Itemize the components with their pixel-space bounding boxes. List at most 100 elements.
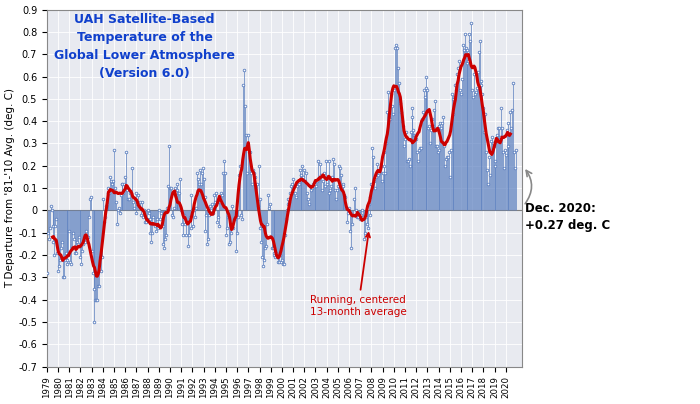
Point [71,238,83,245]
Point [372,172,384,178]
Point [354,209,365,216]
Point [270,254,281,261]
Point [407,105,418,111]
Point [176,207,187,214]
Point [69,250,80,256]
Point [91,297,102,303]
Point [113,205,125,211]
Point [465,38,476,44]
Point [49,252,60,258]
Point [428,122,439,129]
Point [201,212,212,218]
Point [402,158,414,164]
Point [349,185,360,191]
Point [275,259,286,265]
Point [500,152,511,158]
Point [246,169,257,176]
Point [256,238,267,245]
Point [123,196,134,202]
Y-axis label: T Departure from '81-'10 Avg. (deg. C): T Departure from '81-'10 Avg. (deg. C) [6,88,15,288]
Point [102,185,113,191]
Point [430,143,442,149]
Point [202,241,213,247]
Point [409,131,420,138]
Point [369,178,380,185]
Point [253,162,264,169]
Point [486,134,497,140]
Point [353,214,364,221]
Point [312,178,323,185]
Point [178,232,189,238]
Point [257,254,268,261]
Point [474,38,485,44]
Point [300,169,312,176]
Point [389,44,400,51]
Point [72,241,83,247]
Point [503,143,514,149]
Point [258,263,269,269]
Point [345,245,356,252]
Point [507,107,518,113]
Point [205,207,216,214]
Point [125,189,136,196]
Point [338,183,349,189]
Point [73,234,84,240]
Point [69,236,80,243]
Point [84,196,95,202]
Point [502,120,513,126]
Point [326,183,337,189]
Point [136,198,148,205]
Point [405,129,416,136]
Point [439,143,450,149]
Point [85,194,97,200]
Point [367,145,378,151]
Point [165,185,176,191]
Point [316,187,328,194]
Point [224,238,235,245]
Point [89,285,100,292]
Point [440,156,452,162]
Point [299,167,310,173]
Point [158,223,169,229]
Point [406,114,417,120]
Point [122,187,133,194]
Point [204,203,216,209]
Point [451,87,462,93]
Point [172,187,183,194]
Point [472,69,483,75]
Point [376,178,387,185]
Point [294,167,305,173]
Point [190,214,201,221]
Point [403,156,414,162]
Point [154,216,165,223]
Point [348,196,359,202]
Point [167,212,178,218]
Point [493,125,504,131]
Point [401,158,412,164]
Point [291,183,302,189]
Point [42,229,53,236]
Point [303,200,314,207]
Point [442,154,453,160]
Point [274,259,285,265]
Point [335,172,346,178]
Point [225,229,236,236]
Point [398,122,409,129]
Point [169,185,181,191]
Point [454,87,466,93]
Point [47,223,58,229]
Point [365,194,376,200]
Point [139,207,150,214]
Point [424,122,435,129]
Point [220,232,232,238]
Point [418,87,429,93]
Point [400,136,411,142]
Point [239,102,250,109]
Point [475,78,486,84]
Point [105,174,116,180]
Point [310,178,321,185]
Point [508,149,519,156]
Point [452,71,463,78]
Point [496,105,507,111]
Point [228,225,239,231]
